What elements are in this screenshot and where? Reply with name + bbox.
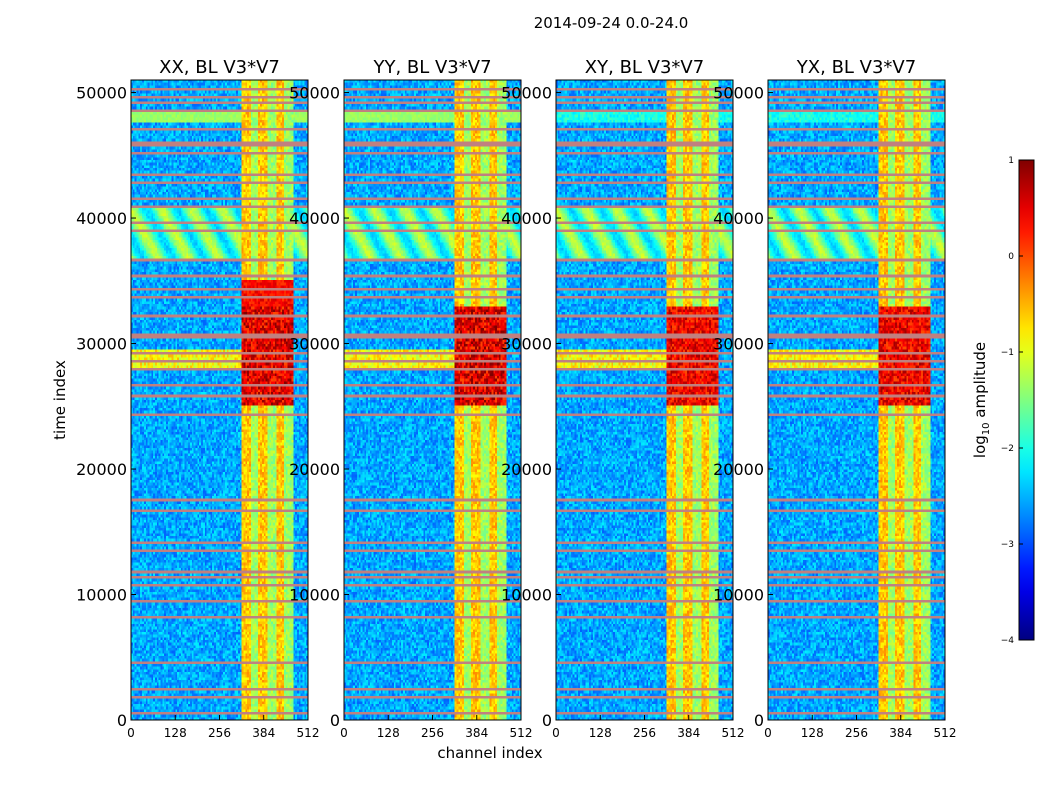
colorbar-tick-label: −4 xyxy=(1001,636,1015,646)
colorbar: 1 0 −1 −2 −3 −4 xyxy=(1001,156,1035,646)
x-tick-label: 128 xyxy=(801,726,824,740)
y-tick-label: 30000 xyxy=(501,335,552,354)
x-tick-label: 384 xyxy=(677,726,700,740)
colorbar-label-base: 10 xyxy=(981,422,992,435)
y-tick-label: 20000 xyxy=(289,460,340,479)
colorbar-tick-label: −1 xyxy=(1001,348,1014,358)
heatmap-image-xy xyxy=(556,80,733,720)
y-tick-label: 30000 xyxy=(289,335,340,354)
panel-title-xx: XX, BL V3*V7 xyxy=(159,57,280,78)
panel-xy: XY, BL V3*V7 0 128 256 384 512 0 10000 20000 3000… xyxy=(501,57,744,740)
colorbar-gradient xyxy=(1018,159,1035,641)
x-tick-label: 512 xyxy=(510,726,533,740)
x-tick-label: 512 xyxy=(297,726,320,740)
panel-title-xy: XY, BL V3*V7 xyxy=(585,57,704,78)
y-tick-label: 10000 xyxy=(76,586,127,605)
x-tick-label: 0 xyxy=(552,726,560,740)
colorbar-tick-label: 0 xyxy=(1008,252,1014,262)
y-tick-label: 50000 xyxy=(76,84,127,103)
panel-yx: YX, BL V3*V7 0 128 256 384 512 0 10000 20000 3000… xyxy=(713,57,956,740)
y-tick-label: 50000 xyxy=(289,84,340,103)
y-tick-label: 0 xyxy=(117,711,127,730)
x-tick-label: 256 xyxy=(845,726,868,740)
y-tick-label: 40000 xyxy=(289,209,340,228)
x-tick-label: 128 xyxy=(589,726,612,740)
figure-title: 2014-09-24 0.0-24.0 xyxy=(534,14,689,32)
colorbar-label-tail: amplitude xyxy=(971,342,989,423)
colorbar-label-log: log xyxy=(971,435,989,458)
panel-title-yy: YY, BL V3*V7 xyxy=(372,57,491,78)
heatmap-image-yy xyxy=(344,80,521,720)
heatmap-panels: XX, BL V3*V7 0 128 256 384 512 0 10000 20000 3000… xyxy=(76,57,956,740)
x-tick-label: 256 xyxy=(208,726,231,740)
x-tick-label: 128 xyxy=(164,726,187,740)
panel-xx: XX, BL V3*V7 0 128 256 384 512 0 10000 20000 3000… xyxy=(76,57,319,740)
x-tick-label: 512 xyxy=(722,726,745,740)
x-tick-label: 384 xyxy=(889,726,912,740)
y-tick-label: 0 xyxy=(330,711,340,730)
y-tick-label: 40000 xyxy=(713,209,764,228)
y-tick-label: 0 xyxy=(542,711,552,730)
y-tick-label: 10000 xyxy=(289,586,340,605)
x-tick-label: 0 xyxy=(340,726,348,740)
y-tick-label: 20000 xyxy=(76,460,127,479)
y-tick-label: 40000 xyxy=(76,209,127,228)
y-tick-label: 0 xyxy=(754,711,764,730)
x-tick-label: 512 xyxy=(934,726,957,740)
y-tick-label: 30000 xyxy=(713,335,764,354)
colorbar-tick-label: 1 xyxy=(1008,156,1014,166)
colorbar-tick-label: −2 xyxy=(1001,444,1014,454)
y-tick-label: 20000 xyxy=(501,460,552,479)
x-tick-label: 256 xyxy=(421,726,444,740)
x-tick-label: 384 xyxy=(252,726,275,740)
panel-yy: YY, BL V3*V7 0 128 256 384 512 0 10000 20000 3000… xyxy=(289,57,532,740)
panel-title-yx: YX, BL V3*V7 xyxy=(796,57,916,78)
heatmap-image-yx xyxy=(768,80,945,720)
y-tick-label: 20000 xyxy=(713,460,764,479)
y-axis-label: time index xyxy=(51,360,69,440)
y-tick-label: 50000 xyxy=(713,84,764,103)
colorbar-tick-label: −3 xyxy=(1001,540,1014,550)
y-tick-label: 30000 xyxy=(76,335,127,354)
y-tick-label: 50000 xyxy=(501,84,552,103)
x-axis-label: channel index xyxy=(437,744,542,762)
x-tick-label: 128 xyxy=(377,726,400,740)
y-tick-label: 40000 xyxy=(501,209,552,228)
x-tick-label: 256 xyxy=(633,726,656,740)
y-tick-label: 10000 xyxy=(713,586,764,605)
colorbar-label: log10 amplitude xyxy=(971,342,992,458)
x-tick-label: 0 xyxy=(127,726,135,740)
y-tick-label: 10000 xyxy=(501,586,552,605)
heatmap-image-xx xyxy=(131,80,308,720)
x-tick-label: 0 xyxy=(764,726,772,740)
x-tick-label: 384 xyxy=(465,726,488,740)
